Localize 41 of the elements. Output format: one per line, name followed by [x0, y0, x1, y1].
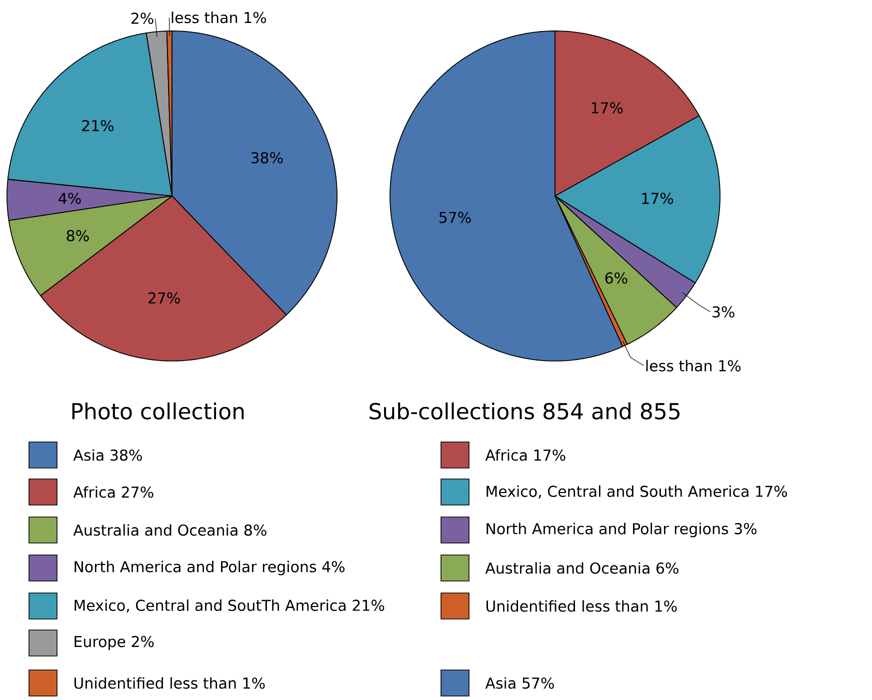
data-label: 38% [251, 152, 283, 164]
legend-label: Europe [74, 636, 126, 650]
text: 6% [656, 562, 678, 574]
data-label: 6% [605, 272, 628, 284]
data-label: 8% [66, 230, 89, 242]
text: 38% [110, 449, 142, 461]
legend-label: Africa [73, 486, 115, 498]
data-label: less than 1% [646, 360, 741, 372]
legend-label: Australia and Oceania [73, 524, 238, 536]
data-label: 27% [148, 292, 180, 304]
data-label: 17% [592, 102, 623, 114]
legend-label: Asia [73, 449, 104, 461]
text: 21% [352, 600, 384, 612]
legend-label: Australia and Oceania [485, 562, 650, 574]
legend-label: Mexico, Central and SoutTh America [74, 599, 346, 613]
text: less than 1% [582, 600, 677, 612]
data-label: 21% [82, 120, 114, 132]
text: 3% [734, 522, 757, 534]
data-label: 57% [439, 212, 471, 224]
data-label: less than 1% [172, 12, 266, 24]
text: Sub-collections 854 and 855 [370, 402, 680, 420]
text: Photo collection [72, 402, 244, 420]
text: less than 1% [170, 677, 265, 689]
legend-label: North America and Polar regions [486, 522, 728, 538]
text: 4% [322, 560, 345, 572]
data-label: 17% [642, 192, 674, 204]
legend-label: Africa [485, 449, 527, 461]
text: 17% [756, 486, 787, 498]
text: 2% [132, 636, 154, 648]
text: 57% [522, 677, 554, 689]
data-label: 3% [712, 306, 734, 318]
legend-label: North America and Polar regions [74, 560, 316, 576]
legend-label: Mexico, Central and South America [486, 485, 748, 499]
data-label: 2% [131, 12, 154, 24]
text: 27% [122, 486, 154, 498]
text: 17% [534, 449, 566, 461]
legend-label: Unidentified [486, 600, 576, 612]
legend-label: Asia [485, 677, 516, 689]
text: 8% [244, 524, 266, 536]
data-label: 4% [58, 192, 81, 204]
legend-label: Unidentified [74, 677, 164, 689]
